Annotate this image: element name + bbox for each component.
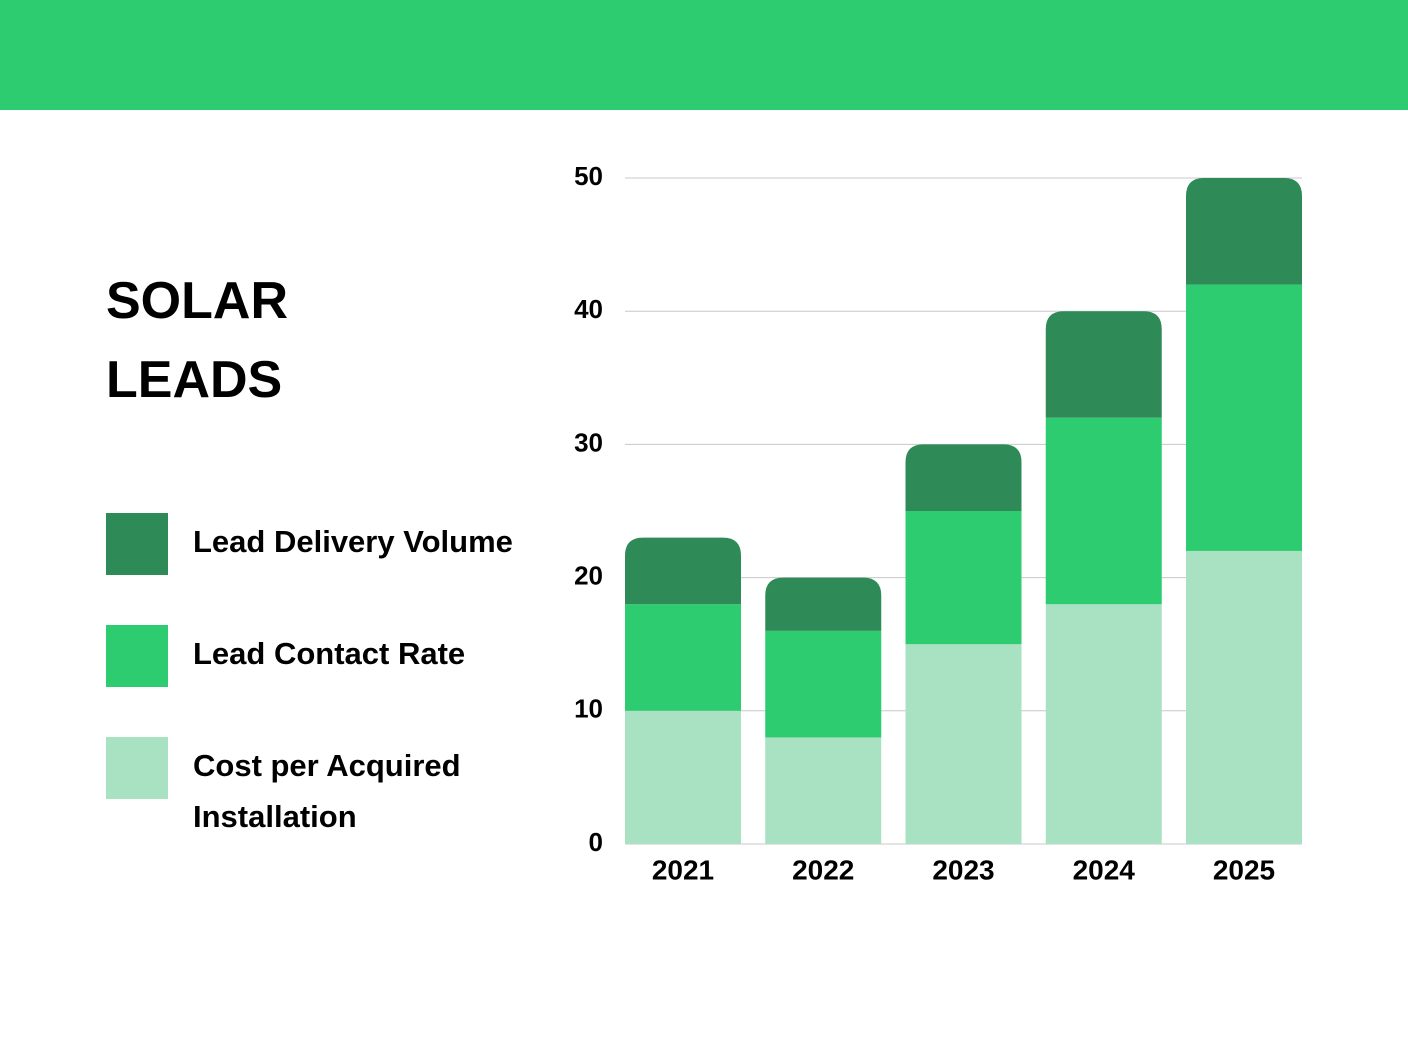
bar-segment xyxy=(1186,178,1302,285)
y-tick-label: 30 xyxy=(574,427,603,457)
header-banner xyxy=(0,0,1408,110)
bar-segment xyxy=(625,604,741,711)
y-tick-label: 20 xyxy=(574,560,603,590)
bar-segment xyxy=(1186,550,1302,844)
bar-segment xyxy=(1045,604,1162,844)
bar-segment xyxy=(905,644,1022,844)
bar-segment xyxy=(765,577,882,631)
legend-swatch xyxy=(106,625,168,687)
bar-segment xyxy=(625,537,741,605)
y-tick-label: 40 xyxy=(574,294,603,324)
bar-segment xyxy=(1045,311,1162,418)
x-tick-label: 2024 xyxy=(1073,854,1136,885)
bar-segment xyxy=(625,710,741,844)
bar-segment xyxy=(905,511,1022,645)
legend-label: Lead Contact Rate xyxy=(193,636,466,671)
legend-label: Lead Delivery Volume xyxy=(193,524,513,559)
x-tick-label: 2025 xyxy=(1213,854,1275,885)
bar-segment xyxy=(765,737,882,844)
y-tick-label: 0 xyxy=(589,827,603,857)
bar-segment xyxy=(765,630,882,738)
x-tick-label: 2023 xyxy=(932,854,994,885)
bar-segment xyxy=(1186,284,1302,551)
x-tick-label: 2021 xyxy=(652,854,714,885)
legend-swatch xyxy=(106,737,168,799)
bar-segment xyxy=(1045,417,1162,605)
chart-title: SOLAR LEADS xyxy=(106,272,288,409)
bar-segment xyxy=(905,444,1022,511)
legend-swatch xyxy=(106,513,168,575)
y-tick-label: 50 xyxy=(574,161,603,191)
y-tick-label: 10 xyxy=(574,694,603,724)
legend-label: Cost per Acquired Installation xyxy=(193,748,461,834)
x-tick-label: 2022 xyxy=(792,854,854,885)
